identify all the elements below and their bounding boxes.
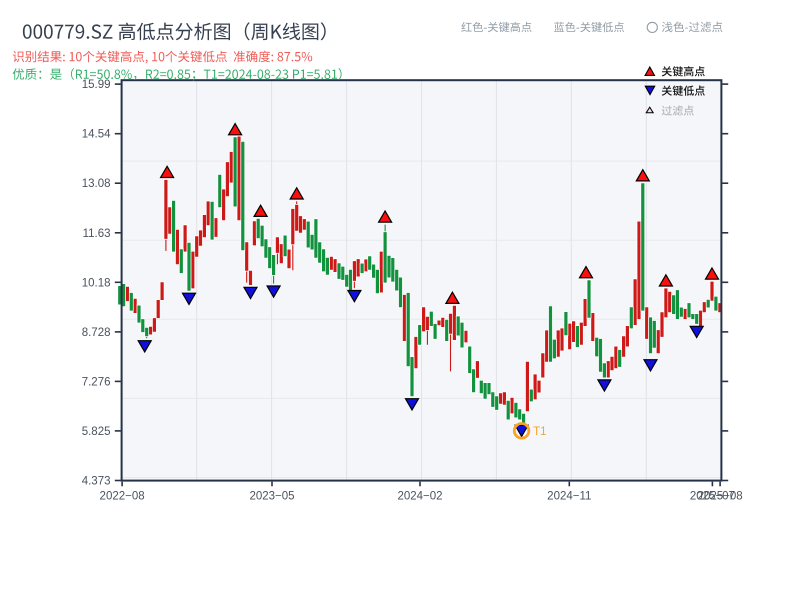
svg-text:11.63: 11.63 xyxy=(83,228,111,240)
svg-text:10.18: 10.18 xyxy=(82,277,111,289)
svg-text:2023−05: 2023−05 xyxy=(249,491,294,503)
svg-text:2022−08: 2022−08 xyxy=(100,491,145,503)
svg-text:2025−07: 2025−07 xyxy=(690,491,735,503)
svg-text:T1: T1 xyxy=(533,426,546,438)
svg-text:14.54: 14.54 xyxy=(82,129,111,141)
svg-text:2024−11: 2024−11 xyxy=(547,491,591,503)
svg-text:2025−08: 2025−08 xyxy=(698,491,743,503)
svg-text:5.825: 5.825 xyxy=(82,426,111,438)
svg-text:4.373: 4.373 xyxy=(82,476,111,488)
svg-text:7.276: 7.276 xyxy=(82,376,111,388)
svg-text:8.728: 8.728 xyxy=(82,327,111,339)
svg-text:2024−02: 2024−02 xyxy=(397,491,442,503)
svg-text:13.08: 13.08 xyxy=(82,178,111,190)
svg-text:15.99: 15.99 xyxy=(82,79,111,91)
